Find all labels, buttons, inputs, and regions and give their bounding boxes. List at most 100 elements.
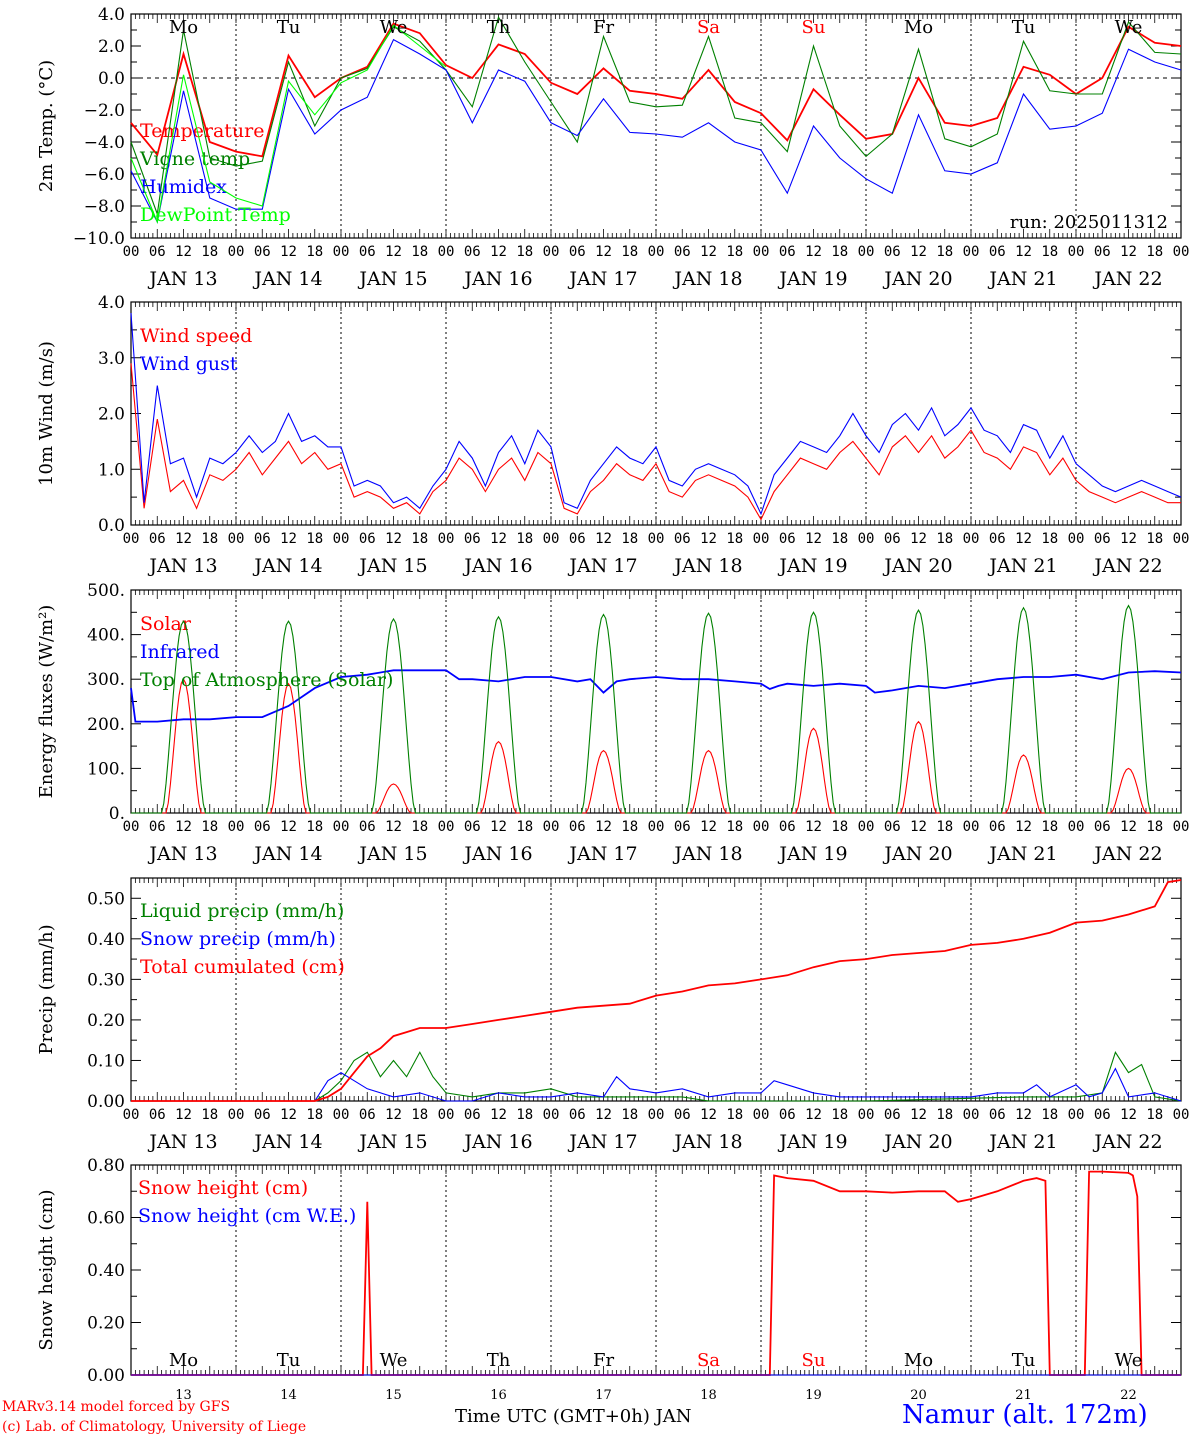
y-tick-label: −8.0: [84, 197, 125, 217]
date-label: JAN 13: [147, 1131, 217, 1153]
hour-tick-label: 00: [858, 1107, 875, 1123]
hour-tick-label: 06: [779, 244, 796, 260]
series-line-temperature: [130, 22, 1182, 158]
date-label: JAN 19: [777, 843, 847, 865]
y-tick-label: −6.0: [84, 165, 125, 185]
hour-tick-label: 06: [254, 244, 271, 260]
y-tick-label: −4.0: [84, 133, 125, 153]
hour-tick-label: 06: [254, 819, 271, 835]
date-label: JAN 20: [882, 268, 952, 290]
weekday-label-bottom: Tu: [1012, 1350, 1036, 1371]
date-label: JAN 18: [672, 555, 742, 577]
hour-tick-label: 12: [175, 1107, 192, 1123]
hour-tick-label: 00: [333, 244, 350, 260]
hour-tick-label: 12: [280, 819, 297, 835]
legend-entry: Wind speed: [140, 325, 252, 347]
y-tick-label: 1.0: [98, 460, 125, 480]
series-line-snow-precip-mm-h-: [131, 1067, 1182, 1102]
day-number-label: 22: [1120, 1388, 1137, 1403]
legend-entry: Vigne temp: [139, 148, 250, 170]
hour-tick-label: 00: [123, 244, 140, 260]
date-label: JAN 13: [147, 268, 217, 290]
hour-tick-label: 00: [963, 1107, 980, 1123]
hour-tick-label: 06: [359, 819, 376, 835]
hour-tick-label: 18: [726, 531, 743, 547]
weekday-label-top: We: [1115, 17, 1143, 38]
y-tick-label: 300.: [87, 670, 125, 690]
hour-tick-label: 18: [1146, 1107, 1163, 1123]
hour-tick-label: 12: [595, 531, 612, 547]
y-tick-label: 0.10: [87, 1051, 125, 1071]
day-number-label: 17: [595, 1388, 612, 1403]
hour-tick-label: 00: [438, 244, 455, 260]
hour-tick-label: 18: [831, 531, 848, 547]
date-label: JAN 16: [462, 555, 532, 577]
hour-tick-label: 00: [543, 1107, 560, 1123]
date-label: JAN 15: [357, 268, 427, 290]
hour-tick-label: 18: [831, 244, 848, 260]
hour-tick-label: 00: [1068, 244, 1085, 260]
date-label: JAN 18: [672, 843, 742, 865]
weekday-label-top: Mo: [169, 17, 198, 38]
hour-tick-label: 18: [1041, 531, 1058, 547]
hour-tick-label: 12: [805, 244, 822, 260]
hour-tick-label: 12: [385, 1107, 402, 1123]
weekday-label-top: Th: [487, 17, 511, 38]
weekday-label-top: Su: [802, 17, 826, 38]
hour-tick-label: 12: [175, 819, 192, 835]
date-label: JAN 14: [252, 555, 322, 577]
series-line-total-cumulated-cm-: [131, 879, 1182, 1102]
hour-tick-label: 00: [648, 244, 665, 260]
series-line-snow-height-cm-: [131, 1170, 1181, 1376]
hour-tick-label: 06: [674, 819, 691, 835]
hour-tick-label: 18: [831, 1107, 848, 1123]
hour-tick-label: 18: [516, 819, 533, 835]
legend-entry: Liquid precip (mm/h): [140, 900, 344, 922]
hour-tick-label: 00: [858, 819, 875, 835]
hour-tick-label: 06: [884, 819, 901, 835]
hour-tick-label: 18: [936, 819, 953, 835]
y-tick-label: 4.0: [98, 5, 125, 25]
date-label: JAN 13: [147, 555, 217, 577]
hour-tick-label: 00: [438, 1107, 455, 1123]
hour-tick-label: 06: [149, 244, 166, 260]
hour-tick-label: 18: [831, 819, 848, 835]
y-tick-label: 500.: [87, 581, 125, 601]
date-label: JAN 19: [777, 268, 847, 290]
date-label: JAN 18: [672, 1131, 742, 1153]
y-tick-label: 2.0: [98, 37, 125, 57]
hour-tick-label: 18: [936, 531, 953, 547]
hour-tick-label: 12: [700, 819, 717, 835]
date-label: JAN 16: [462, 268, 532, 290]
hour-tick-label: 00: [858, 531, 875, 547]
hour-tick-label: 12: [805, 531, 822, 547]
weekday-label-bottom: We: [380, 1350, 408, 1371]
date-label: JAN 22: [1092, 1131, 1162, 1153]
day-number-label: 21: [1015, 1388, 1032, 1403]
y-tick-label: 0.0: [98, 516, 125, 536]
day-number-label: 20: [910, 1388, 927, 1403]
hour-tick-label: 06: [569, 531, 586, 547]
hour-tick-label: 06: [884, 244, 901, 260]
hour-tick-label: 06: [464, 819, 481, 835]
y-tick-label: 0.0: [98, 69, 125, 89]
date-label: JAN 19: [777, 1131, 847, 1153]
legend-entry: Solar: [140, 613, 192, 635]
y-tick-label: 200.: [87, 715, 125, 735]
hour-tick-label: 00: [1173, 531, 1190, 547]
weekday-label-bottom: Tu: [277, 1350, 301, 1371]
hour-tick-label: 06: [359, 244, 376, 260]
legend-entry: Top of Atmosphere (Solar): [140, 669, 393, 691]
hour-tick-label: 00: [1173, 244, 1190, 260]
hour-tick-label: 12: [700, 531, 717, 547]
model-note: MARv3.14 model forced by GFS: [2, 1399, 231, 1415]
legend-entry: Snow precip (mm/h): [140, 928, 336, 950]
hour-tick-label: 12: [1120, 1107, 1137, 1123]
series-line-wind-speed: [130, 363, 1181, 521]
hour-tick-label: 18: [306, 819, 323, 835]
hour-tick-label: 18: [726, 819, 743, 835]
hour-tick-label: 06: [254, 531, 271, 547]
hour-tick-label: 12: [910, 1107, 927, 1123]
hour-tick-label: 06: [989, 1107, 1006, 1123]
hour-tick-label: 18: [1041, 244, 1058, 260]
